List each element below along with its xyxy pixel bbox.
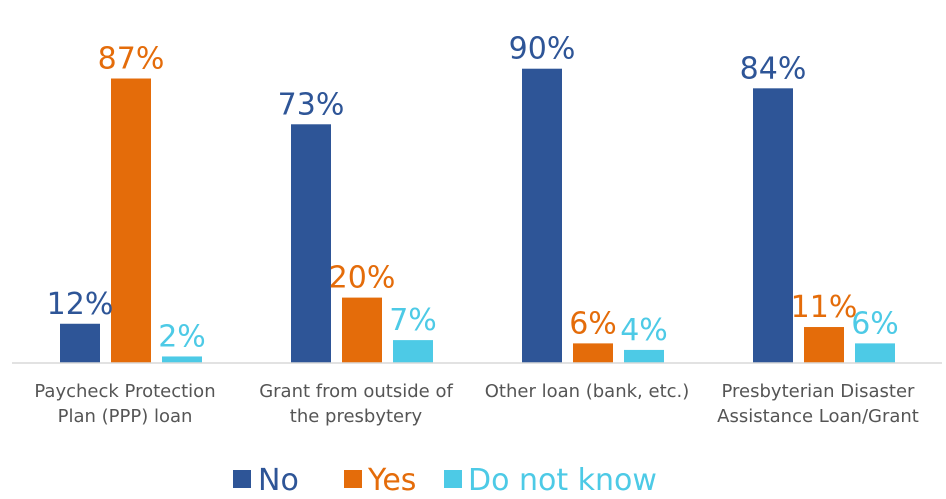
value-labels-layer: 12%87%2%73%20%7%90%6% 4%84%11%6% [47, 32, 899, 355]
value-label-yes-4: 11% [791, 290, 858, 325]
category-label-3-line-1: Other loan (bank, etc.) [485, 381, 690, 402]
category-label-2-line-1: Grant from outside of [259, 381, 453, 402]
category-labels-layer: Paycheck Protection Plan (PPP) loan Grant … [34, 381, 918, 427]
category-label-4-line-2: Assistance Loan/Grant [717, 406, 919, 427]
bar-no-4 [753, 88, 793, 363]
category-label-2-line-2: the presbytery [290, 406, 423, 427]
category-label-1-line-2: Plan (PPP) loan [58, 406, 193, 427]
value-label-yes-3: 6% [569, 306, 617, 341]
value-label-yes-1: 87% [98, 42, 165, 77]
legend-swatch-do-not-know [444, 470, 462, 488]
value-label-do-not-know-2: 7% [389, 303, 437, 338]
bar-do-not-know-1 [162, 356, 202, 363]
bar-yes-4 [804, 327, 844, 363]
bar-yes-1 [111, 78, 151, 363]
value-label-do-not-know-1: 2% [158, 319, 206, 354]
bars-layer [60, 68, 895, 363]
bar-do-not-know-2 [393, 340, 433, 363]
category-label-4-line-1: Presbyterian Disaster [722, 381, 916, 402]
category-label-1-line-1: Paycheck Protection [34, 381, 215, 402]
bar-no-2 [291, 124, 331, 363]
bar-yes-3 [573, 343, 613, 363]
bar-no-1 [60, 323, 100, 363]
legend-label-yes: Yes [367, 463, 416, 498]
bar-do-not-know-3 [624, 349, 664, 363]
legend-label-do-not-know: Do not know [468, 463, 657, 498]
value-label-no-3: 90% [509, 32, 576, 67]
value-label-no-1: 12% [47, 287, 114, 322]
value-label-do-not-know-3: 4% [620, 313, 668, 348]
bar-do-not-know-4 [855, 343, 895, 363]
value-label-no-4: 84% [740, 51, 807, 86]
legend: No Yes Do not know [233, 463, 657, 498]
legend-swatch-no [233, 470, 251, 488]
bar-no-3 [522, 68, 562, 363]
legend-label-no: No [258, 463, 299, 498]
value-label-do-not-know-4: 6% [851, 306, 899, 341]
value-label-yes-2: 20% [329, 261, 396, 296]
legend-swatch-yes [344, 470, 362, 488]
bar-yes-2 [342, 297, 382, 363]
value-label-no-2: 73% [278, 87, 345, 122]
